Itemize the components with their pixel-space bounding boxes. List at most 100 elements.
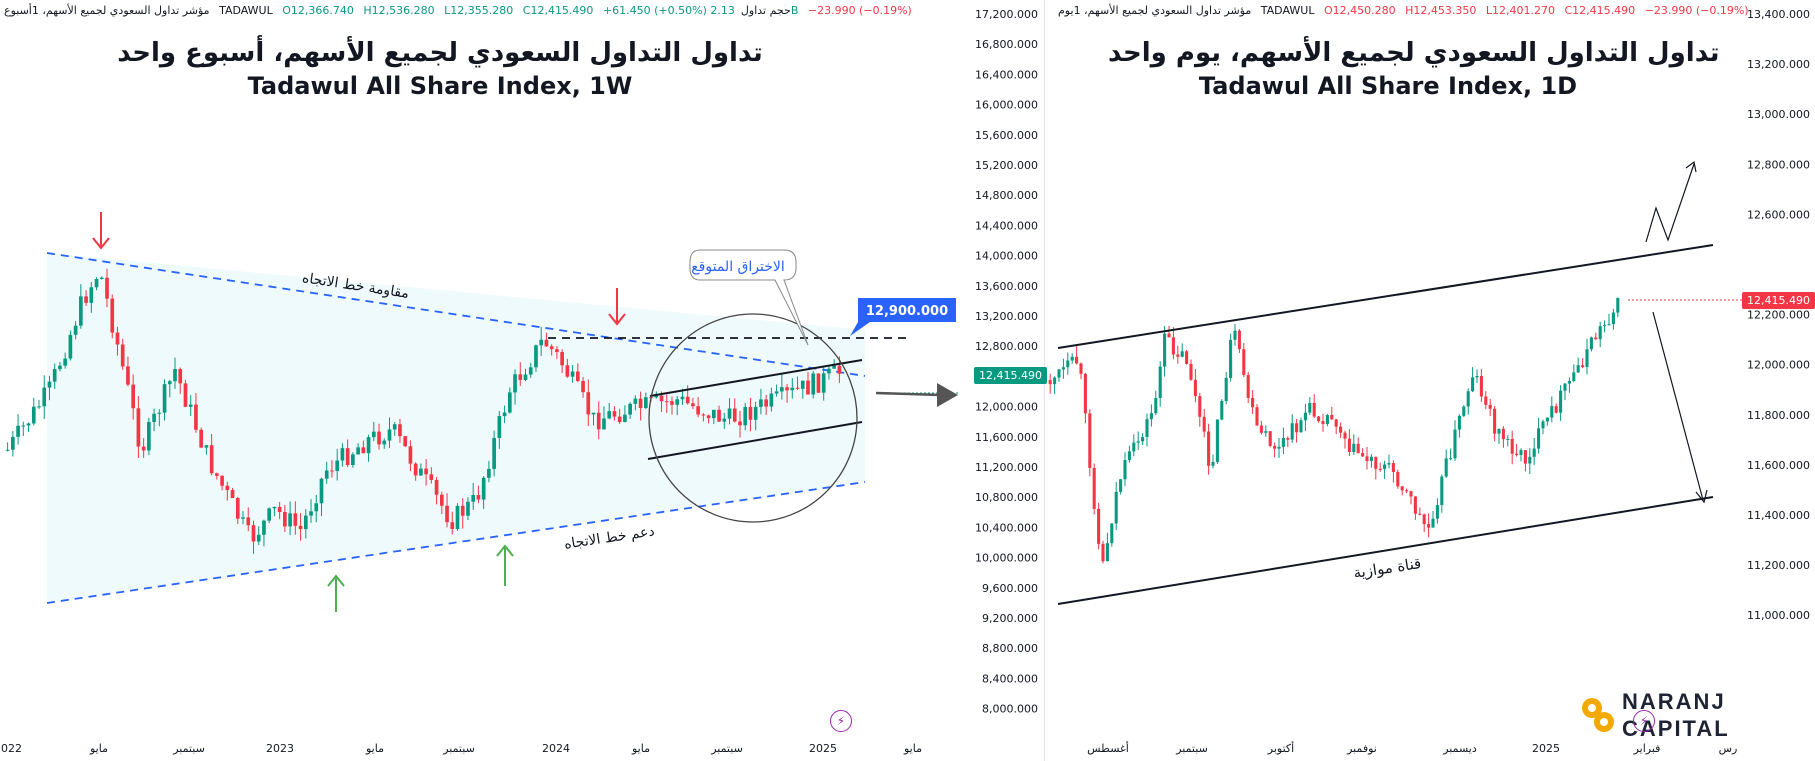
candle-body [1554,406,1558,413]
left-price-tick-label: 10,000.000 [975,552,1038,565]
candle-body [1607,324,1611,326]
candle-body [366,437,371,454]
candle-body [5,449,10,451]
daily-chart-panel[interactable]: مؤشر تداول السعودي لجميع الأسهم، 1يوم TA… [1048,0,1815,761]
candle-body [335,460,340,472]
candle-body [1475,376,1479,378]
candle-body [497,416,502,438]
candle-body [769,393,774,407]
candle-body [340,448,345,461]
low-value: L12,355.280 [444,4,514,17]
candle-body [246,517,251,526]
left-price-tick-label: 9,600.000 [982,582,1038,595]
right-time-tick-label: ديسمبر [1442,742,1477,755]
candle-body [1598,326,1602,340]
right-time-tick-label: أغسطس [1087,741,1129,755]
candle-body [199,429,204,448]
candle-body [434,479,439,495]
daily-chart-canvas[interactable]: قناة موازية 13,400.000 13,200.000 13,000.0… [1048,0,1815,761]
candle-body [1242,349,1246,376]
breakout-callout: الاختراق المتوقع [689,249,809,346]
candle-body [209,445,214,474]
channel-upper-line [649,359,863,397]
candle-body [1369,456,1373,462]
left-price-tick-label: 16,400.000 [975,68,1038,81]
open-value: O12,450.280 [1323,4,1396,17]
candle-body [419,468,423,476]
candle-body [303,515,308,530]
tradingview-icon-right[interactable]: ⚡ [1633,710,1655,732]
candle-body [654,395,659,398]
candle-body [1158,366,1162,399]
right-time-axis[interactable]: أغسطس سبتمبر أكتوبر نوفمبر ديسمبر 2025 فبراير ر… [1087,741,1737,755]
candle-body [371,431,376,438]
candle-body [141,446,146,451]
candle-body [1532,448,1536,457]
candle-body [1070,356,1074,361]
candle-body [513,374,517,393]
candle-body [581,380,585,393]
candle-body [194,404,198,430]
candle-body [1449,458,1453,460]
right-price-axis[interactable]: 13,400.000 13,200.000 13,000.000 12,800.000… [1747,8,1810,622]
weekly-chart-canvas[interactable]: مقاومة خط الاتجاه دعم خط الاتجاه الاخترا… [0,0,1044,761]
candle-body [753,406,758,420]
candle-body [1075,356,1079,364]
candle-body [570,371,575,377]
low-value: L12,401.270 [1485,4,1555,17]
left-last-price-tag: 12,415.490 [974,367,1047,384]
candle-body [1088,413,1092,468]
candle-body [549,346,554,350]
candle-body [1224,377,1228,402]
red-down-arrow-2 [608,288,626,326]
candle-body [241,517,245,519]
candle-body [596,412,601,430]
left-price-tick-label: 13,200.000 [975,310,1038,323]
candle-body [1537,428,1541,449]
left-price-tick-label: 10,400.000 [975,521,1038,534]
left-time-axis[interactable]: 2022 مايو سبتمبر 2023 مايو سبتمبر 2024 مايو سبتم… [0,742,922,755]
candle-body [1259,425,1263,433]
candle-body [1286,438,1290,440]
resistance-trendline [46,252,866,377]
candle-body [1594,337,1598,340]
candle-body [528,367,533,375]
candle-body [1255,407,1259,426]
candle-body [157,412,162,414]
weekly-chart-panel[interactable]: مؤشر تداول السعودي لجميع الأسهم، 1أسبوع … [0,0,1047,761]
tradingview-icon[interactable]: ⚡ [830,710,852,732]
candle-body [1559,390,1563,413]
candle-body [1268,431,1272,446]
candle-body [235,498,240,519]
candle-body [1207,431,1211,466]
candle-body [623,414,627,423]
exchange-label: TADAWUL [219,4,273,17]
candle-body [277,506,282,513]
candle-body [126,366,130,385]
candle-body [450,522,455,529]
candle-body [230,490,235,499]
right-title-english: Tadawul All Share Index, 1D [1198,72,1578,100]
candle-body [345,448,350,466]
left-title-arabic: تداول التداول السعودي لجميع الأسهم، أسبو… [117,38,763,68]
candle-body [1339,426,1343,433]
left-time-tick-label: 2022 [0,742,22,755]
candle-body [1303,412,1307,421]
right-time-tick-label: 2025 [1532,742,1560,755]
candle-body [1497,428,1501,434]
channel-lower-line [1057,496,1714,605]
candle-body [1576,365,1580,373]
candle-body [1101,543,1105,562]
candle-body [1515,453,1519,455]
change-value-2: −23.990 (−0.19%) [807,4,912,17]
right-title-arabic: تداول التداول السعودي لجميع الأسهم، يوم … [1108,38,1720,68]
candle-body [659,395,664,402]
candle-body [1466,391,1470,407]
candle-body [1097,508,1101,544]
candle-body [1321,421,1325,425]
right-price-tick-label: 13,000.000 [1747,108,1810,121]
candle-body [1488,404,1492,409]
left-title-english: Tadawul All Share Index, 1W [247,72,633,100]
left-price-axis[interactable]: 17,200.000 16,800.000 16,400.000 16,000.000… [975,8,1038,716]
candle-body [16,425,20,437]
